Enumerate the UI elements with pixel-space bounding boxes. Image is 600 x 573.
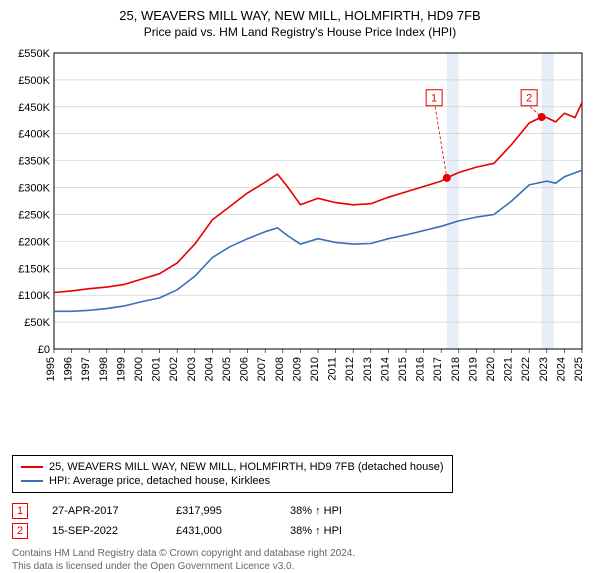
sale-delta: 38% ↑ HPI (290, 525, 342, 537)
svg-text:£200K: £200K (18, 236, 50, 248)
sale-delta: 38% ↑ HPI (290, 505, 342, 517)
svg-text:2001: 2001 (151, 357, 163, 381)
svg-text:2025: 2025 (573, 357, 585, 381)
chart-title: 25, WEAVERS MILL WAY, NEW MILL, HOLMFIRT… (12, 8, 588, 23)
svg-text:£500K: £500K (18, 75, 50, 87)
svg-text:£100K: £100K (18, 290, 50, 302)
svg-text:2000: 2000 (133, 357, 145, 381)
svg-text:2022: 2022 (520, 357, 532, 381)
svg-text:£400K: £400K (18, 129, 50, 141)
svg-text:1997: 1997 (80, 357, 92, 381)
chart-area: £0 £50K £100K £150K £200K £250K £300K £350K £400… (12, 45, 588, 403)
svg-text:£550K: £550K (18, 48, 50, 60)
sale-price: £317,995 (176, 505, 266, 517)
legend-swatch (21, 480, 43, 482)
sale-badge: 1 (12, 503, 28, 519)
sale-badge: 2 (12, 523, 28, 539)
sale-row: 1 27-APR-2017 £317,995 38% ↑ HPI (12, 501, 588, 521)
svg-text:2005: 2005 (221, 357, 233, 381)
svg-text:2012: 2012 (344, 357, 356, 381)
sale-row: 2 15-SEP-2022 £431,000 38% ↑ HPI (12, 521, 588, 541)
svg-text:£350K: £350K (18, 156, 50, 168)
legend-label: HPI: Average price, detached house, Kirk… (49, 475, 270, 487)
svg-text:2017: 2017 (432, 357, 444, 381)
svg-text:2002: 2002 (168, 357, 180, 381)
credit-text: Contains HM Land Registry data © Crown c… (12, 547, 588, 573)
svg-text:2: 2 (526, 93, 532, 105)
svg-text:£0: £0 (38, 344, 50, 356)
svg-text:1999: 1999 (115, 357, 127, 381)
chart-card: 25, WEAVERS MILL WAY, NEW MILL, HOLMFIRT… (0, 0, 600, 560)
svg-text:1996: 1996 (63, 357, 75, 381)
credit-line-2: This data is licensed under the Open Gov… (12, 560, 588, 573)
legend-item: 25, WEAVERS MILL WAY, NEW MILL, HOLMFIRT… (21, 460, 444, 474)
sale-price: £431,000 (176, 525, 266, 537)
legend-item: HPI: Average price, detached house, Kirk… (21, 474, 444, 488)
price-chart: £0 £50K £100K £150K £200K £250K £300K £350K £400… (12, 45, 588, 403)
svg-text:2018: 2018 (450, 357, 462, 381)
svg-text:2019: 2019 (467, 357, 479, 381)
svg-text:2015: 2015 (397, 357, 409, 381)
svg-text:2006: 2006 (239, 357, 251, 381)
svg-text:2008: 2008 (274, 357, 286, 381)
svg-text:2016: 2016 (415, 357, 427, 381)
sale-date: 15-SEP-2022 (52, 525, 152, 537)
credit-line-1: Contains HM Land Registry data © Crown c… (12, 547, 588, 560)
svg-text:2011: 2011 (327, 357, 339, 381)
legend: 25, WEAVERS MILL WAY, NEW MILL, HOLMFIRT… (12, 455, 453, 493)
svg-text:£250K: £250K (18, 209, 50, 221)
svg-text:2020: 2020 (485, 357, 497, 381)
chart-subtitle: Price paid vs. HM Land Registry's House … (12, 25, 588, 39)
svg-text:2014: 2014 (379, 357, 391, 381)
svg-text:£300K: £300K (18, 183, 50, 195)
svg-text:1998: 1998 (98, 357, 110, 381)
svg-text:2010: 2010 (309, 357, 321, 381)
svg-text:£450K: £450K (18, 102, 50, 114)
svg-text:1995: 1995 (45, 357, 57, 381)
svg-text:2013: 2013 (362, 357, 374, 381)
svg-text:£50K: £50K (24, 317, 50, 329)
svg-text:2007: 2007 (256, 357, 268, 381)
sales-table: 1 27-APR-2017 £317,995 38% ↑ HPI 2 15-SEP-202… (12, 501, 588, 541)
svg-text:2023: 2023 (538, 357, 550, 381)
sale-date: 27-APR-2017 (52, 505, 152, 517)
svg-text:2004: 2004 (203, 357, 215, 381)
legend-label: 25, WEAVERS MILL WAY, NEW MILL, HOLMFIRT… (49, 461, 444, 473)
svg-text:2021: 2021 (503, 357, 515, 381)
svg-text:£150K: £150K (18, 263, 50, 275)
legend-swatch (21, 466, 43, 468)
svg-text:1: 1 (431, 93, 437, 105)
svg-text:2003: 2003 (186, 357, 198, 381)
svg-text:2009: 2009 (291, 357, 303, 381)
svg-text:2024: 2024 (555, 357, 567, 381)
